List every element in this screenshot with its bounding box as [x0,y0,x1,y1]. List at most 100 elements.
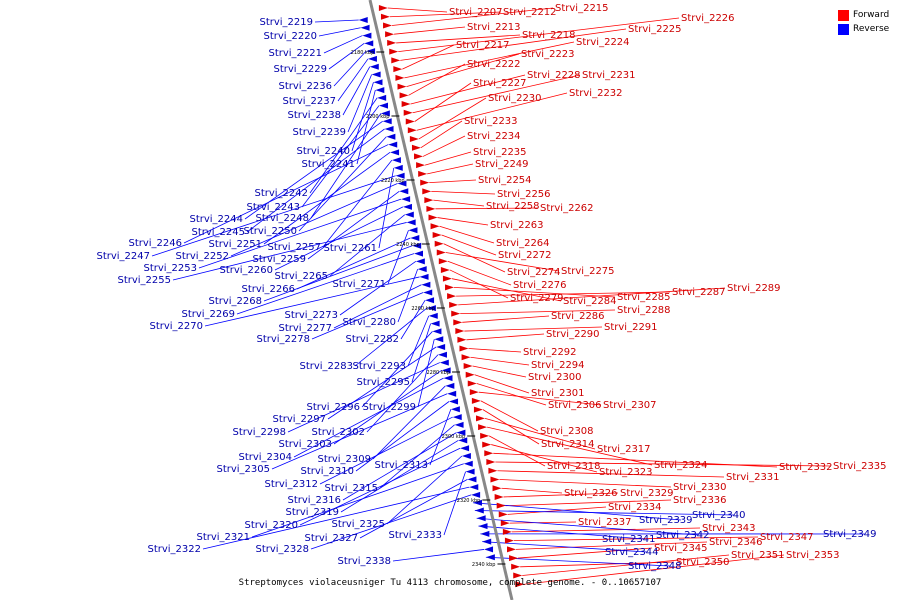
connector-reverse [337,58,369,102]
forward-gene-arrow [490,476,500,483]
forward-gene-label: Strvi_2318 [547,461,601,472]
connector-reverse [485,556,671,567]
reverse-gene-arrow [380,110,390,117]
reverse-gene-arrow [430,320,440,327]
forward-gene-label: Strvi_2332 [779,462,833,473]
forward-gene-label: Strvi_2272 [498,250,552,261]
connector-reverse [339,261,417,316]
forward-gene-arrow [397,83,407,90]
forward-gene-label: Strvi_2230 [488,93,542,104]
reverse-gene-label: Strvi_2328 [255,544,309,555]
forward-gene-label: Strvi_2262 [540,203,594,214]
forward-gene-arrow [401,101,411,108]
forward-gene-label: Strvi_2232 [569,88,623,99]
reverse-gene-arrow [452,414,462,421]
connector-forward [437,217,489,226]
forward-gene-arrow [486,459,496,466]
connector-forward [412,74,581,114]
reverse-gene-label: Strvi_2253 [143,263,197,274]
forward-gene-label: Strvi_2353 [786,550,840,561]
forward-gene-label: Strvi_2317 [597,444,651,455]
reverse-gene-label: Strvi_2252 [175,251,229,262]
forward-gene-arrow [507,546,517,553]
forward-gene-label: Strvi_2284 [563,296,617,307]
reverse-gene-arrow [401,196,411,203]
forward-gene-arrow [473,406,483,413]
connector-forward [389,11,502,18]
map-caption: Streptomyces violaceusniger Tu 4113 chro… [238,578,662,588]
forward-gene-label: Strvi_2231 [582,70,636,81]
connector-forward [404,41,575,79]
connector-forward [406,53,520,87]
reverse-gene-label: Strvi_2295 [356,377,410,388]
reverse-gene-arrow [404,211,414,218]
reverse-swatch [838,23,849,35]
forward-gene-arrow [409,135,419,142]
reverse-gene-label: Strvi_2243 [246,202,300,213]
reverse-gene-arrow [406,219,416,226]
forward-gene-arrow [416,162,426,169]
reverse-gene-arrow [439,359,449,366]
forward-gene-arrow [385,31,395,38]
label-connectors [151,7,866,585]
reverse-gene-arrow [460,445,470,452]
reverse-gene-label: Strvi_2302 [311,427,365,438]
reverse-gene-arrow [386,133,396,140]
connector-reverse [299,447,461,526]
connector-forward [433,199,485,207]
reverse-gene-arrow [425,297,435,304]
reverse-gene-label: Strvi_2312 [264,479,318,490]
kbp-tick-label: 2240 kbp [396,242,420,248]
reverse-gene-label: Strvi_2277 [278,323,332,334]
forward-gene-label: Strvi_2276 [513,280,567,291]
reverse-gene-label: Strvi_2245 [191,227,245,238]
reverse-gene-label: Strvi_2296 [306,402,360,413]
forward-gene-arrow [494,493,504,500]
reverse-gene-arrow [395,172,405,179]
reverse-gene-arrow [421,281,431,288]
reverse-gene-label: Strvi_2266 [241,284,295,295]
connector-reverse [407,315,430,367]
forward-gene-arrow [387,39,397,46]
forward-gene-arrow [502,528,512,535]
reverse-gene-arrow [399,188,409,195]
connector-reverse [318,27,361,37]
connector-reverse [474,510,735,516]
reverse-gene-label: Strvi_2315 [324,483,378,494]
connector-reverse [379,424,455,489]
connector-reverse [311,292,424,340]
connector-reverse [386,455,463,525]
forward-gene-arrow [463,362,473,369]
connector-forward [443,243,506,273]
forward-gene-arrow [455,328,465,335]
reverse-gene-arrow [472,499,482,506]
connector-forward [491,444,598,473]
forward-gene-arrow [471,397,481,404]
connector-reverse [263,245,413,302]
forward-gene-label: Strvi_2218 [522,30,576,41]
forward-gene-arrow [509,555,519,562]
connector-reverse [246,128,385,233]
connector-forward [503,492,619,498]
forward-gene-arrow [469,389,479,396]
reverse-gene-arrow [358,17,368,23]
reverse-gene-arrow [480,530,490,537]
forward-gene-arrow [467,380,477,387]
connector-reverse [301,105,380,208]
connector-forward [396,34,521,44]
forward-gene-arrow [399,92,409,99]
connector-forward [391,7,554,26]
reverse-gene-arrow [371,71,381,78]
connector-forward [505,499,672,507]
reverse-gene-arrow [436,344,446,350]
reverse-gene-label: Strvi_2298 [232,427,286,438]
reverse-gene-label: Strvi_2238 [287,110,341,121]
connector-reverse [329,214,406,277]
connector-forward [439,225,495,244]
legend-reverse: Reverse [838,22,898,36]
reverse-gene-label: Strvi_2265 [274,271,328,282]
reverse-gene-arrow [454,421,464,428]
forward-gene-label: Strvi_2225 [628,24,682,35]
reverse-gene-label: Strvi_2320 [244,520,298,531]
